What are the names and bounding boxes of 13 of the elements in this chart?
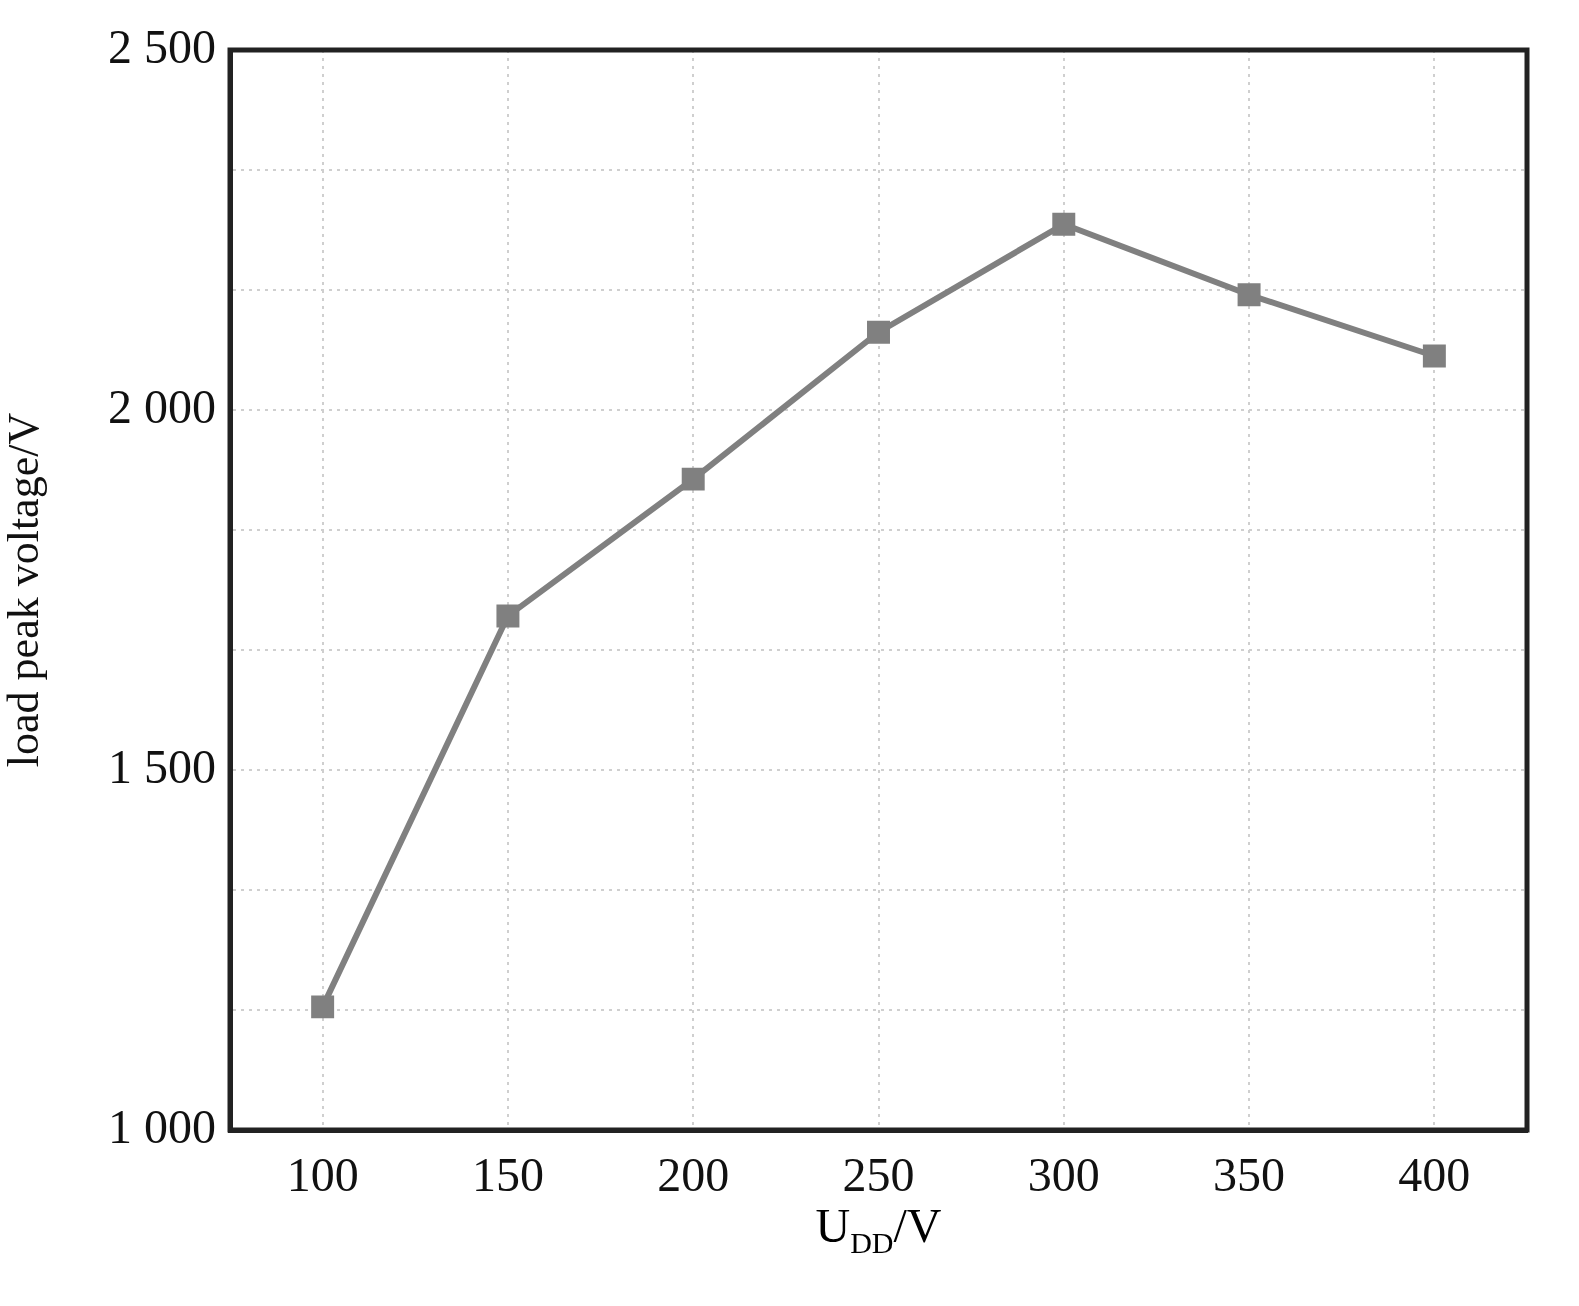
y-tick-label: 2 500 [108, 19, 216, 73]
y-tick-label: 1 000 [108, 1099, 216, 1153]
x-tick-label: 350 [1213, 1148, 1286, 1202]
x-tick-label: 200 [657, 1148, 730, 1202]
x-tick-label: 150 [471, 1148, 544, 1202]
x-tick-label: 300 [1027, 1148, 1100, 1202]
y-axis-title: load peak voltage/V [0, 412, 48, 768]
y-tick-label: 2 000 [108, 379, 216, 433]
y-tick-label: 1 500 [108, 739, 216, 793]
x-axis-title: U$_{DD}$/V [815, 1199, 942, 1259]
x-tick-label: 100 [286, 1148, 359, 1202]
x-tick-label: 400 [1398, 1148, 1471, 1202]
x-tick-label: 250 [842, 1148, 915, 1202]
